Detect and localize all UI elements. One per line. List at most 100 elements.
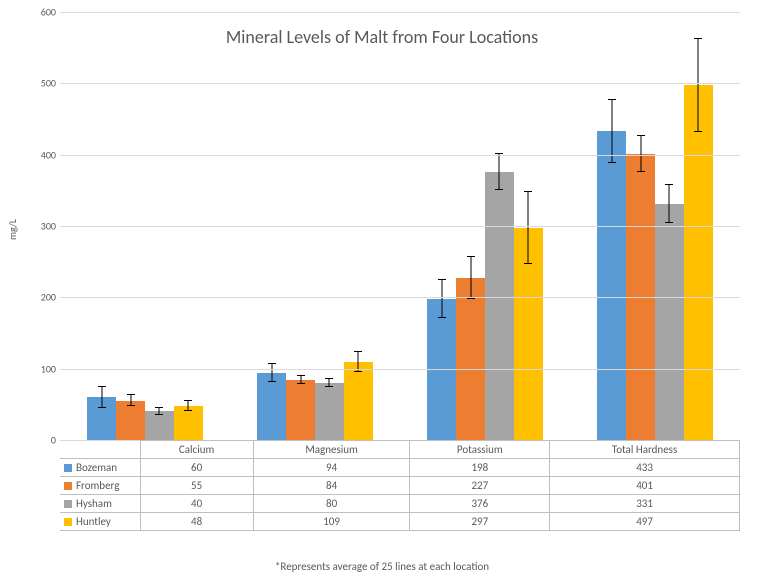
error-cap bbox=[637, 135, 645, 136]
table-cell: 497 bbox=[550, 513, 740, 531]
error-cap bbox=[98, 386, 106, 387]
error-cap bbox=[268, 381, 276, 382]
error-cap bbox=[608, 162, 616, 163]
bar bbox=[315, 383, 344, 440]
error-cap bbox=[184, 410, 192, 411]
table-cell: 109 bbox=[253, 513, 410, 531]
bar bbox=[655, 204, 684, 440]
table-corner bbox=[60, 441, 140, 459]
error-bar bbox=[698, 39, 699, 132]
error-bar bbox=[470, 257, 471, 300]
y-tick-label: 600 bbox=[30, 6, 56, 19]
bar bbox=[344, 362, 373, 440]
gridline bbox=[60, 297, 740, 298]
y-tick-label: 500 bbox=[30, 77, 56, 90]
table-cell: 48 bbox=[140, 513, 253, 531]
error-cap bbox=[354, 351, 362, 352]
gridline bbox=[60, 369, 740, 370]
bar bbox=[286, 380, 315, 440]
error-cap bbox=[665, 222, 673, 223]
table-row-header: Bozeman bbox=[60, 459, 140, 477]
error-cap bbox=[694, 131, 702, 132]
table-cell: 227 bbox=[410, 477, 550, 495]
gridline bbox=[60, 155, 740, 156]
bar bbox=[257, 373, 286, 440]
table-cell: 55 bbox=[140, 477, 253, 495]
table-column-header: Magnesium bbox=[253, 441, 410, 459]
bar bbox=[456, 278, 485, 440]
error-bar bbox=[611, 100, 612, 163]
error-cap bbox=[467, 256, 475, 257]
table-cell: 80 bbox=[253, 495, 410, 513]
error-bar bbox=[499, 154, 500, 190]
bar bbox=[116, 401, 145, 440]
table-cell: 376 bbox=[410, 495, 550, 513]
table-cell: 40 bbox=[140, 495, 253, 513]
error-cap bbox=[184, 400, 192, 401]
legend-swatch bbox=[64, 482, 72, 490]
error-cap bbox=[524, 191, 532, 192]
error-cap bbox=[524, 263, 532, 264]
y-tick-label: 100 bbox=[30, 362, 56, 375]
y-tick-label: 200 bbox=[30, 291, 56, 304]
error-cap bbox=[354, 371, 362, 372]
error-bar bbox=[669, 185, 670, 224]
chart-container: mg/L 0100200300400500600 Mineral Levels … bbox=[0, 0, 764, 587]
bar bbox=[684, 85, 713, 440]
y-tick-label: 400 bbox=[30, 148, 56, 161]
chart-footnote: *Represents average of 25 lines at each … bbox=[0, 560, 764, 573]
legend-swatch bbox=[64, 518, 72, 526]
table-row: Bozeman6094198433 bbox=[60, 459, 740, 477]
error-cap bbox=[637, 171, 645, 172]
error-bar bbox=[528, 192, 529, 263]
error-bar bbox=[441, 280, 442, 319]
table-cell: 198 bbox=[410, 459, 550, 477]
error-cap bbox=[325, 386, 333, 387]
error-bar bbox=[101, 387, 102, 408]
error-cap bbox=[665, 184, 673, 185]
table-column-header: Calcium bbox=[140, 441, 253, 459]
gridline bbox=[60, 83, 740, 84]
table-row: Hysham4080376331 bbox=[60, 495, 740, 513]
chart-title: Mineral Levels of Malt from Four Locatio… bbox=[0, 26, 764, 48]
table-cell: 84 bbox=[253, 477, 410, 495]
table-row-header: Hysham bbox=[60, 495, 140, 513]
bar bbox=[145, 411, 174, 440]
error-cap bbox=[127, 405, 135, 406]
legend-swatch bbox=[64, 464, 72, 472]
bar bbox=[485, 172, 514, 440]
error-cap bbox=[268, 363, 276, 364]
error-cap bbox=[297, 375, 305, 376]
table-cell: 94 bbox=[253, 459, 410, 477]
legend-swatch bbox=[64, 500, 72, 508]
bar bbox=[597, 131, 626, 440]
y-tick-label: 0 bbox=[30, 434, 56, 447]
y-axis-label: mg/L bbox=[6, 219, 19, 240]
bar bbox=[174, 406, 203, 440]
table-column-header: Total Hardness bbox=[550, 441, 740, 459]
error-bar bbox=[271, 364, 272, 381]
gridline bbox=[60, 226, 740, 227]
table-column-header: Potassium bbox=[410, 441, 550, 459]
gridline bbox=[60, 12, 740, 13]
table-row-header: Fromberg bbox=[60, 477, 140, 495]
error-cap bbox=[325, 378, 333, 379]
data-table: CalciumMagnesiumPotassiumTotal HardnessB… bbox=[60, 440, 740, 531]
table-cell: 297 bbox=[410, 513, 550, 531]
error-cap bbox=[438, 317, 446, 318]
table-cell: 401 bbox=[550, 477, 740, 495]
error-cap bbox=[467, 298, 475, 299]
error-cap bbox=[438, 279, 446, 280]
error-cap bbox=[608, 99, 616, 100]
table-cell: 60 bbox=[140, 459, 253, 477]
error-cap bbox=[155, 414, 163, 415]
error-cap bbox=[495, 189, 503, 190]
y-tick-label: 300 bbox=[30, 220, 56, 233]
error-cap bbox=[297, 383, 305, 384]
plot-area: 0100200300400500600 bbox=[60, 12, 740, 440]
table-row: Fromberg5584227401 bbox=[60, 477, 740, 495]
table-cell: 433 bbox=[550, 459, 740, 477]
table-cell: 331 bbox=[550, 495, 740, 513]
table-row: Huntley48109297497 bbox=[60, 513, 740, 531]
error-cap bbox=[98, 407, 106, 408]
